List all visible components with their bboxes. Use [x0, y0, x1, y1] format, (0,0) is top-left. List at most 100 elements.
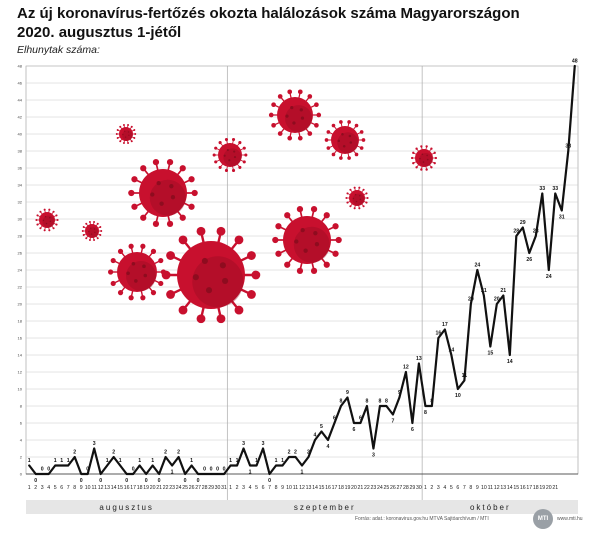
month-band — [26, 500, 578, 514]
y-tick-label: 36 — [18, 166, 23, 171]
data-point — [190, 464, 193, 467]
x-tick-label: 3 — [41, 485, 44, 491]
data-point — [424, 405, 427, 407]
x-tick-label: 11 — [91, 485, 96, 491]
data-point — [398, 396, 401, 399]
data-point — [229, 464, 232, 467]
data-label: 2 — [177, 450, 180, 456]
y-tick-label: 14 — [18, 353, 23, 358]
x-tick-label: 21 — [358, 485, 364, 491]
data-point — [320, 430, 323, 433]
data-point — [411, 422, 414, 424]
data-point — [125, 473, 128, 475]
data-label: 0 — [223, 467, 226, 473]
virus-icon — [115, 123, 137, 145]
data-point — [430, 405, 433, 407]
y-tick-label: 6 — [20, 421, 23, 426]
source-note: Forrás: adat.: koronavirus.gov.hu MTVA S… — [355, 516, 489, 522]
data-point — [47, 473, 50, 475]
x-tick-label: 18 — [137, 485, 143, 491]
data-point — [119, 464, 122, 467]
data-label: 0 — [268, 478, 271, 484]
data-label: 0 — [41, 467, 44, 473]
data-label: 38 — [565, 144, 571, 150]
data-label: 20 — [468, 297, 474, 303]
x-tick-label: 15 — [117, 485, 123, 491]
x-tick-label: 30 — [416, 485, 422, 491]
x-tick-label: 11 — [488, 485, 493, 491]
x-tick-label: 2 — [430, 485, 433, 491]
x-tick-label: 16 — [325, 485, 331, 491]
x-tick-label: 29 — [208, 485, 214, 491]
y-tick-label: 22 — [18, 285, 23, 290]
data-label: 8 — [378, 399, 381, 405]
x-tick-label: 7 — [463, 485, 466, 491]
x-tick-label: 19 — [539, 485, 545, 491]
data-label: 0 — [184, 478, 187, 484]
data-point — [294, 456, 297, 458]
x-tick-label: 2 — [34, 485, 37, 491]
y-axis-caption: Elhunytak száma: — [17, 44, 100, 56]
x-tick-label: 9 — [476, 485, 479, 491]
data-point — [502, 294, 505, 297]
data-label: 13 — [416, 356, 422, 362]
virus-icon — [345, 186, 369, 210]
data-point — [437, 337, 440, 339]
y-tick-label: 28 — [18, 234, 23, 239]
data-label: 2 — [73, 450, 76, 456]
data-label: 4 — [314, 433, 317, 439]
data-point — [495, 303, 498, 305]
data-label: 6 — [353, 427, 356, 433]
y-tick-label: 8 — [20, 404, 23, 409]
data-point — [151, 464, 154, 467]
x-tick-label: 13 — [104, 485, 110, 491]
data-label: 1 — [119, 458, 122, 464]
x-tick-label: 2 — [236, 485, 239, 491]
data-point — [489, 345, 492, 348]
data-point — [372, 447, 375, 450]
data-point — [521, 226, 524, 229]
data-point — [508, 354, 511, 356]
virus-icon — [128, 158, 198, 228]
data-label: 1 — [236, 458, 239, 464]
x-tick-label: 24 — [377, 485, 383, 491]
y-tick-label: 38 — [18, 149, 23, 154]
x-tick-label: 1 — [424, 485, 427, 491]
x-tick-label: 28 — [403, 485, 409, 491]
data-label: 24 — [474, 263, 480, 269]
x-tick-label: 25 — [182, 485, 188, 491]
data-point — [567, 150, 570, 152]
data-point — [560, 209, 563, 212]
data-point — [99, 473, 102, 475]
data-label: 16 — [435, 331, 441, 337]
data-point — [67, 464, 70, 467]
x-tick-label: 8 — [469, 485, 472, 491]
x-tick-label: 10 — [481, 485, 487, 491]
data-point — [281, 464, 284, 467]
data-label: 9 — [346, 390, 349, 396]
data-label: 29 — [520, 220, 526, 226]
y-tick-label: 4 — [20, 438, 23, 443]
data-point — [476, 269, 479, 271]
x-tick-label: 12 — [98, 485, 104, 491]
data-label: 4 — [327, 444, 330, 450]
data-point — [54, 464, 57, 467]
x-tick-label: 5 — [54, 485, 57, 491]
data-label: 0 — [158, 478, 161, 484]
data-label: 1 — [28, 458, 31, 464]
data-point — [73, 456, 76, 458]
x-tick-label: 6 — [60, 485, 63, 491]
data-label: 1 — [151, 458, 154, 464]
month-label: október — [470, 503, 511, 512]
x-tick-label: 17 — [130, 485, 136, 491]
x-tick-label: 18 — [338, 485, 344, 491]
data-point — [515, 235, 518, 237]
data-label: 1 — [229, 458, 232, 464]
x-tick-label: 19 — [143, 485, 149, 491]
data-label: 5 — [320, 424, 323, 430]
data-label: 14 — [507, 359, 513, 365]
data-point — [288, 456, 290, 458]
data-label: 1 — [67, 458, 70, 464]
data-label: 2 — [112, 450, 115, 456]
data-point — [223, 473, 225, 475]
